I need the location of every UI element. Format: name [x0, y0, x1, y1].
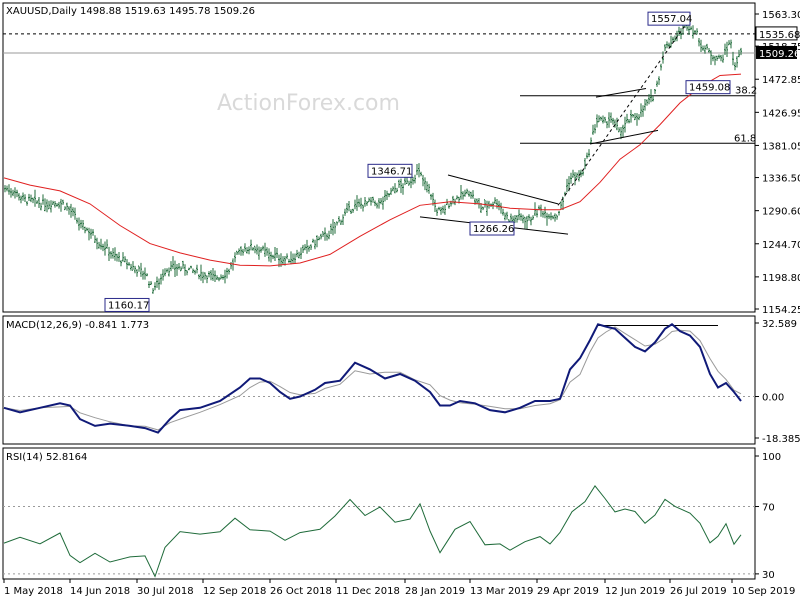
price-tick-label: 1198.80	[762, 273, 800, 284]
time-tick-label: 10 Sep 2019	[732, 586, 795, 597]
price-tick-label: 1563.30	[762, 10, 800, 21]
channel-upper-line	[447, 174, 559, 205]
macd-tick-label: 32.589	[762, 319, 797, 330]
time-tick-label: 29 Apr 2019	[537, 586, 599, 597]
time-axis: 1 May 2018 14 Jun 2018 30 Jul 2018 12 Sep 2…	[3, 579, 795, 597]
main-panel-header: XAUUSD,Daily 1498.88 1519.63 1495.78 150…	[6, 6, 255, 17]
flag-lower-line	[589, 129, 659, 145]
time-tick-label: 26 Oct 2018	[270, 586, 332, 597]
price-tick-label: 1336.50	[762, 174, 800, 185]
time-tick-label: 26 Jul 2019	[670, 586, 727, 597]
price-tick-label: 1381.05	[762, 141, 800, 152]
price-label-box	[469, 221, 515, 236]
time-tick-label: 14 Jun 2018	[70, 586, 130, 597]
rsi-panel-frame	[2, 447, 756, 580]
flag-upper-line	[595, 88, 647, 98]
price-label: 1459.08	[689, 83, 730, 94]
price-annotations: 1557.04 1459.08 1346.71 1266.26 1160.17 38.2 6…	[104, 11, 757, 312]
price-axis: 1563.301518.751472.851426.951381.051336.…	[755, 10, 800, 316]
rsi-line: 100 70 30	[3, 452, 781, 581]
rsi-tick-label: 100	[762, 452, 781, 463]
macd-signal-line	[3, 326, 742, 431]
time-tick-label: 12 Jun 2019	[605, 586, 665, 597]
fib-label: 38.2	[735, 86, 757, 97]
rsi-tick-label: 30	[762, 570, 775, 581]
current-price-box	[756, 45, 797, 59]
time-tick-label: 30 Jul 2018	[137, 586, 194, 597]
price-label-box	[104, 297, 150, 312]
macd-tick-label: -18.385	[762, 434, 800, 445]
price-tick-label: 1426.95	[762, 108, 800, 119]
macd-tick-label: 0.00	[762, 393, 784, 404]
dashed-trendline	[557, 18, 691, 206]
price-tick-label: 1472.85	[762, 75, 800, 86]
main-panel-frame	[2, 2, 756, 313]
price-label: 1160.17	[108, 300, 149, 311]
moving-average	[3, 73, 742, 267]
price-tick-label: 1154.25	[762, 305, 800, 316]
price-label: 1557.04	[651, 14, 692, 25]
rsi-panel-header: RSI(14) 52.8164	[6, 452, 87, 463]
price-bars	[4, 19, 742, 294]
macd-lines: 32.589 0.00 -18.385	[3, 319, 800, 445]
rsi-tick-label: 70	[762, 503, 775, 514]
price-label: 1346.71	[371, 166, 412, 177]
time-tick-label: 11 Dec 2018	[336, 586, 400, 597]
fib-label: 61.8	[734, 133, 756, 144]
macd-panel-header: MACD(12,26,9) -0.841 1.773	[6, 320, 149, 331]
time-tick-label: 28 Jan 2019	[405, 586, 465, 597]
price-tick-label: 1244.70	[762, 240, 800, 251]
macd-panel-frame	[2, 315, 756, 445]
macd-main-line	[3, 323, 742, 434]
rsi-main-line	[3, 485, 742, 578]
trendlines	[419, 18, 691, 235]
current-price-label: 1509.26	[759, 49, 800, 60]
price-label-box	[367, 163, 413, 178]
time-tick-label: 12 Sep 2018	[203, 586, 266, 597]
watermark: ActionForex.com	[217, 91, 400, 116]
dashed-level-label: 1535.68	[759, 30, 800, 41]
time-tick-label: 1 May 2018	[4, 586, 63, 597]
price-label-box	[647, 11, 691, 26]
price-label-box	[685, 80, 731, 95]
moving-average-line	[3, 73, 742, 267]
price-label: 1266.26	[473, 224, 514, 235]
dashed-level-box	[755, 26, 798, 41]
price-tick-label: 1290.60	[762, 207, 800, 218]
time-tick-label: 13 Mar 2019	[470, 586, 533, 597]
horizontal-levels	[3, 33, 755, 144]
